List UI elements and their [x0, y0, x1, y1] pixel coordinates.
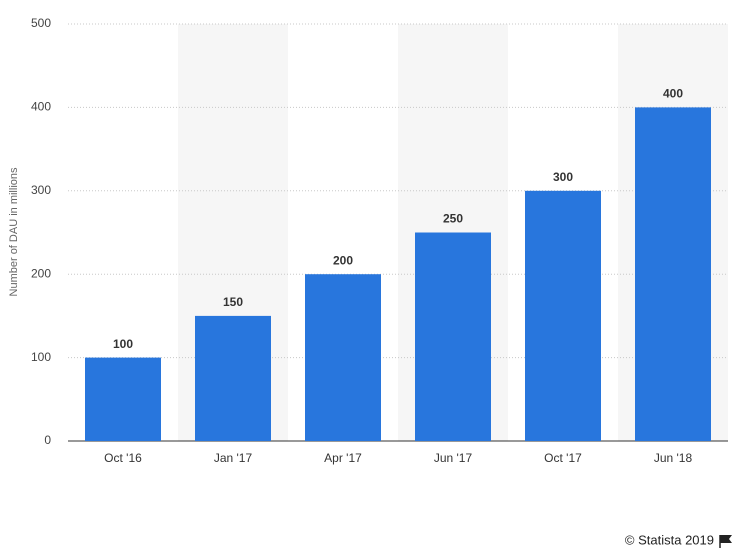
bar: [305, 274, 381, 441]
x-tick-label: Jun '18: [654, 451, 693, 465]
value-label: 400: [663, 87, 683, 101]
x-tick-label: Oct '17: [544, 451, 582, 465]
y-axis-label: Number of DAU in millions: [8, 167, 20, 296]
source: © Statista 2019: [625, 532, 714, 547]
flag-icon: [719, 535, 732, 548]
bar: [635, 107, 711, 442]
y-tick-label: 300: [31, 183, 51, 197]
y-tick-label: 0: [44, 433, 51, 447]
value-label: 100: [113, 337, 133, 351]
value-label: 200: [333, 253, 353, 267]
x-tick-label: Oct '16: [104, 451, 142, 465]
y-tick-label: 400: [31, 100, 51, 114]
y-tick-label: 500: [31, 16, 51, 30]
bar: [525, 190, 601, 441]
x-tick-label: Jan '17: [214, 451, 253, 465]
bar: [195, 315, 271, 441]
bar: [85, 357, 161, 441]
y-tick-label: 200: [31, 266, 51, 280]
x-tick-label: Jun '17: [434, 451, 473, 465]
value-label: 150: [223, 295, 243, 309]
value-label: 300: [553, 170, 573, 184]
value-label: 250: [443, 212, 463, 226]
bar: [415, 232, 491, 441]
y-tick-label: 100: [31, 350, 51, 364]
x-tick-label: Apr '17: [324, 451, 362, 465]
